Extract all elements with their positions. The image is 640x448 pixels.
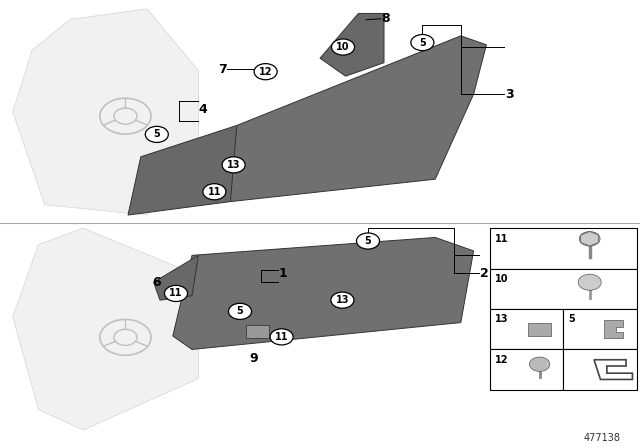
Circle shape xyxy=(222,157,245,173)
Text: 5: 5 xyxy=(365,236,371,246)
Text: 4: 4 xyxy=(198,103,207,116)
Text: 477138: 477138 xyxy=(584,433,621,443)
Circle shape xyxy=(164,285,188,302)
Text: 5: 5 xyxy=(568,314,575,324)
Circle shape xyxy=(203,184,226,200)
Text: 11: 11 xyxy=(275,332,289,342)
Circle shape xyxy=(578,274,601,290)
Polygon shape xyxy=(580,232,598,246)
Circle shape xyxy=(254,64,277,80)
FancyBboxPatch shape xyxy=(246,325,269,338)
Text: 11: 11 xyxy=(169,289,183,298)
Text: 5: 5 xyxy=(419,38,426,47)
Text: 9: 9 xyxy=(250,352,258,365)
Text: 11: 11 xyxy=(207,187,221,197)
Circle shape xyxy=(270,329,293,345)
FancyBboxPatch shape xyxy=(490,269,637,309)
Text: 1: 1 xyxy=(278,267,287,280)
Polygon shape xyxy=(128,125,237,215)
Text: 10: 10 xyxy=(495,274,508,284)
FancyBboxPatch shape xyxy=(563,309,637,349)
Circle shape xyxy=(411,34,434,51)
Text: 5: 5 xyxy=(237,306,243,316)
Text: 13: 13 xyxy=(227,160,241,170)
Circle shape xyxy=(332,39,355,55)
Polygon shape xyxy=(173,237,474,349)
Polygon shape xyxy=(604,320,623,338)
Text: 8: 8 xyxy=(381,12,389,26)
Circle shape xyxy=(331,292,354,308)
Text: 10: 10 xyxy=(336,42,350,52)
FancyBboxPatch shape xyxy=(490,309,563,349)
Text: 11: 11 xyxy=(495,234,508,244)
Text: 2: 2 xyxy=(480,267,489,280)
Circle shape xyxy=(145,126,168,142)
Circle shape xyxy=(529,357,550,371)
FancyBboxPatch shape xyxy=(528,323,551,336)
FancyBboxPatch shape xyxy=(490,349,563,390)
FancyBboxPatch shape xyxy=(490,228,637,269)
Text: 13: 13 xyxy=(335,295,349,305)
Text: 5: 5 xyxy=(154,129,160,139)
Text: 13: 13 xyxy=(495,314,508,324)
Polygon shape xyxy=(13,9,198,215)
FancyBboxPatch shape xyxy=(563,349,637,390)
Circle shape xyxy=(356,233,380,249)
Polygon shape xyxy=(211,36,486,202)
Text: 6: 6 xyxy=(152,276,161,289)
Text: 12: 12 xyxy=(259,67,273,77)
Text: 3: 3 xyxy=(506,87,514,101)
Circle shape xyxy=(579,232,600,246)
Polygon shape xyxy=(154,255,198,300)
Circle shape xyxy=(228,303,252,319)
Text: 12: 12 xyxy=(495,355,508,365)
Polygon shape xyxy=(320,13,384,76)
Text: 7: 7 xyxy=(218,63,227,76)
Polygon shape xyxy=(13,228,198,430)
